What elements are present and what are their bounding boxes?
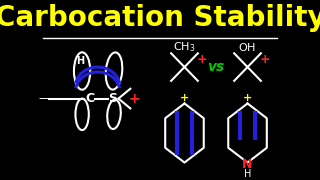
Text: H: H xyxy=(244,169,251,179)
Text: +: + xyxy=(197,53,208,66)
Text: S: S xyxy=(108,92,117,105)
Text: H: H xyxy=(76,56,85,66)
Text: vs: vs xyxy=(207,60,224,74)
Text: +: + xyxy=(243,93,252,103)
Text: —: — xyxy=(39,92,51,105)
Text: $\mathregular{OH}$: $\mathregular{OH}$ xyxy=(238,41,257,53)
Text: Carbocation Stability: Carbocation Stability xyxy=(0,4,320,32)
Text: N: N xyxy=(242,158,253,171)
Text: +: + xyxy=(180,93,189,103)
Text: C: C xyxy=(85,92,94,105)
Text: +: + xyxy=(129,92,140,105)
Text: $\mathregular{CH_3}$: $\mathregular{CH_3}$ xyxy=(173,40,196,54)
Text: +: + xyxy=(260,53,271,66)
